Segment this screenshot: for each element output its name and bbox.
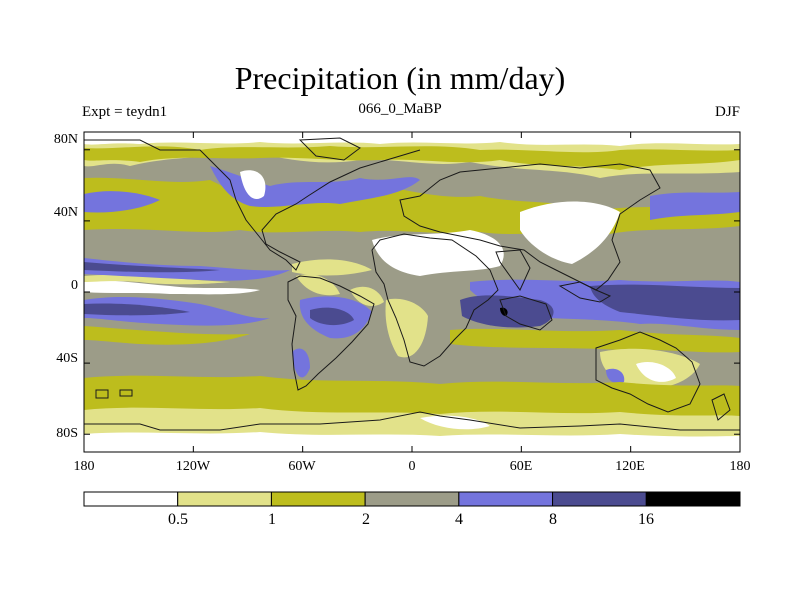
colorbar-swatch <box>177 491 272 507</box>
coast-madagascar <box>499 295 553 331</box>
antarctic-white <box>84 432 740 452</box>
patagonia-blue <box>292 348 310 378</box>
colorbar-swatch <box>645 491 741 507</box>
colorbar-swatch <box>552 491 647 507</box>
colorbar-swatch <box>364 491 460 507</box>
australia-white <box>636 361 676 382</box>
band-smid-olive <box>84 326 250 345</box>
coast-greenland <box>298 137 361 161</box>
colorbar-swatch <box>458 491 554 507</box>
namerica-dry <box>240 170 266 199</box>
coastlines <box>84 137 740 431</box>
coast-indonesia <box>558 281 612 303</box>
period-label: 066_0_MaBP <box>358 101 442 117</box>
band-nmid-blue <box>84 191 160 213</box>
season-label: DJF <box>714 104 740 120</box>
samerica-pale <box>296 274 340 296</box>
map-field <box>84 132 740 452</box>
lon-tick-label: 0 <box>408 459 416 474</box>
coast-africa <box>371 233 499 367</box>
antarctic-patch <box>420 415 490 430</box>
coast-namerica <box>84 139 421 271</box>
lon-tick-label: 60E <box>509 459 533 474</box>
atlantic-pale <box>350 286 384 306</box>
map-title: Precipitation (in mm/day) <box>234 60 566 96</box>
lat-tick-label: 80S <box>56 426 78 441</box>
experiment-label: Expt = teydn1 <box>82 104 168 120</box>
band-arctic-white <box>84 132 740 146</box>
colorbar-swatch <box>83 491 179 507</box>
colorbar-swatch <box>270 491 366 507</box>
colorbar-label: 1 <box>268 511 276 528</box>
colorbar <box>83 491 741 507</box>
lon-tick-label: 180 <box>73 459 95 474</box>
equator-pale <box>84 274 230 285</box>
colorbar-label: 0.5 <box>168 511 188 528</box>
coast-india <box>495 249 531 291</box>
nafrica-pale <box>292 259 372 276</box>
lat-tick-label: 0 <box>71 278 78 293</box>
colorbar-label: 16 <box>638 511 654 528</box>
axis-ticks <box>83 132 741 452</box>
band-arctic-olive <box>84 146 740 170</box>
coast-antarctica <box>84 411 740 431</box>
colorbar-label: 2 <box>362 511 370 528</box>
colorbar-label: 8 <box>549 511 557 528</box>
australia-blue <box>606 368 625 384</box>
lat-tick-label: 40N <box>53 205 78 220</box>
lon-tick-label: 120E <box>615 459 645 474</box>
lat-tick-label: 40S <box>56 351 78 366</box>
asia-dry <box>520 201 620 264</box>
lon-tick-label: 180 <box>729 459 751 474</box>
itcz-navy-east <box>590 284 740 321</box>
amazon-navy <box>310 307 354 326</box>
lat-tick-label: 80N <box>53 132 78 147</box>
coast-australia <box>595 331 701 413</box>
coast-samerica <box>287 275 375 391</box>
coast-eurasia <box>399 163 661 291</box>
africa-s-pale <box>385 298 428 358</box>
coast-islands-nw <box>95 389 133 399</box>
itcz-navy-west <box>84 262 220 273</box>
lon-tick-label: 120W <box>175 459 211 474</box>
band-nmid-blue-2 <box>650 192 740 220</box>
spcz-navy <box>84 303 190 316</box>
lon-tick-label: 60W <box>288 459 316 474</box>
sahara-dry <box>372 230 504 276</box>
band-smid-olive-2 <box>450 328 740 353</box>
equator-white <box>84 280 260 295</box>
coast-nz <box>711 393 731 421</box>
colorbar-label: 4 <box>455 511 463 528</box>
